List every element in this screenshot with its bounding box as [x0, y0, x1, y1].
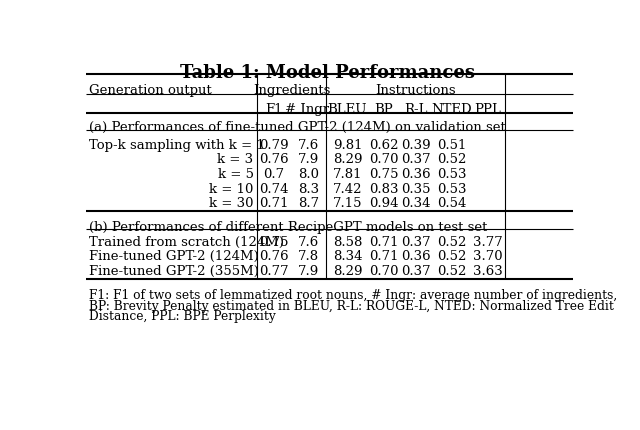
Text: 7.42: 7.42 — [333, 182, 362, 195]
Text: 0.76: 0.76 — [259, 153, 289, 166]
Text: 8.58: 8.58 — [333, 235, 362, 248]
Text: F1: F1 — [265, 103, 282, 116]
Text: 7.9: 7.9 — [298, 264, 319, 277]
Text: Distance, PPL: BPE Perplexity: Distance, PPL: BPE Perplexity — [90, 310, 276, 322]
Text: 7.6: 7.6 — [298, 235, 319, 248]
Text: k = 5: k = 5 — [218, 168, 253, 181]
Text: Fine-tuned GPT-2 (355M): Fine-tuned GPT-2 (355M) — [90, 264, 259, 277]
Text: 3.77: 3.77 — [473, 235, 502, 248]
Text: 8.29: 8.29 — [333, 153, 362, 166]
Text: 0.74: 0.74 — [259, 182, 289, 195]
Text: 0.77: 0.77 — [259, 264, 289, 277]
Text: 9.81: 9.81 — [333, 138, 362, 151]
Text: (b) Performances of different RecipeGPT models on test set: (b) Performances of different RecipeGPT … — [90, 221, 488, 233]
Text: 0.54: 0.54 — [437, 197, 467, 210]
Text: 0.53: 0.53 — [437, 168, 467, 181]
Text: 0.36: 0.36 — [401, 168, 431, 181]
Text: Generation output: Generation output — [90, 84, 212, 97]
Text: 8.7: 8.7 — [298, 197, 319, 210]
Text: 7.8: 7.8 — [298, 250, 319, 263]
Text: 0.94: 0.94 — [369, 197, 399, 210]
Text: 0.62: 0.62 — [369, 138, 399, 151]
Text: 8.34: 8.34 — [333, 250, 362, 263]
Text: 0.37: 0.37 — [401, 153, 431, 166]
Text: BLEU: BLEU — [328, 103, 367, 116]
Text: BP: Brevity Penalty estimated in BLEU, R-L: ROUGE-L, NTED: Normalized Tree Edit: BP: Brevity Penalty estimated in BLEU, R… — [90, 299, 614, 312]
Text: 0.70: 0.70 — [369, 264, 399, 277]
Text: 0.35: 0.35 — [401, 182, 431, 195]
Text: Trained from scratch (124M): Trained from scratch (124M) — [90, 235, 284, 248]
Text: BP: BP — [374, 103, 393, 116]
Text: 0.79: 0.79 — [259, 138, 289, 151]
Text: 7.9: 7.9 — [298, 153, 319, 166]
Text: 0.34: 0.34 — [401, 197, 431, 210]
Text: 0.51: 0.51 — [437, 138, 467, 151]
Text: 0.71: 0.71 — [259, 197, 289, 210]
Text: k = 3: k = 3 — [218, 153, 253, 166]
Text: 0.71: 0.71 — [369, 250, 399, 263]
Text: k = 30: k = 30 — [209, 197, 253, 210]
Text: # Ingr.: # Ingr. — [285, 103, 332, 116]
Text: 7.15: 7.15 — [333, 197, 362, 210]
Text: PPL: PPL — [474, 103, 501, 116]
Text: 0.52: 0.52 — [437, 153, 467, 166]
Text: 8.3: 8.3 — [298, 182, 319, 195]
Text: 7.6: 7.6 — [298, 138, 319, 151]
Text: 0.7: 0.7 — [263, 168, 284, 181]
Text: 0.39: 0.39 — [401, 138, 431, 151]
Text: 0.52: 0.52 — [437, 235, 467, 248]
Text: F1: F1 of two sets of lemmatized root nouns, # Ingr: average number of ingredien: F1: F1 of two sets of lemmatized root no… — [90, 288, 618, 301]
Text: (a) Performances of fine-tuned GPT-2 (124M) on validation set: (a) Performances of fine-tuned GPT-2 (12… — [90, 121, 506, 134]
Text: 3.70: 3.70 — [473, 250, 502, 263]
Text: R-L: R-L — [404, 103, 428, 116]
Text: 0.83: 0.83 — [369, 182, 399, 195]
Text: Ingredients: Ingredients — [253, 84, 330, 97]
Text: 0.76: 0.76 — [259, 250, 289, 263]
Text: 7.81: 7.81 — [333, 168, 362, 181]
Text: NTED: NTED — [431, 103, 472, 116]
Text: 0.75: 0.75 — [259, 235, 289, 248]
Text: Instructions: Instructions — [375, 84, 456, 97]
Text: Fine-tuned GPT-2 (124M): Fine-tuned GPT-2 (124M) — [90, 250, 259, 263]
Text: Top-k sampling with k = 1: Top-k sampling with k = 1 — [90, 138, 265, 151]
Text: 0.70: 0.70 — [369, 153, 399, 166]
Text: 3.63: 3.63 — [473, 264, 502, 277]
Text: 0.36: 0.36 — [401, 250, 431, 263]
Text: 0.71: 0.71 — [369, 235, 399, 248]
Text: 0.37: 0.37 — [401, 235, 431, 248]
Text: 8.0: 8.0 — [298, 168, 319, 181]
Text: 0.75: 0.75 — [369, 168, 399, 181]
Text: 0.52: 0.52 — [437, 264, 467, 277]
Text: 0.37: 0.37 — [401, 264, 431, 277]
Text: 8.29: 8.29 — [333, 264, 362, 277]
Text: Table 1: Model Performances: Table 1: Model Performances — [180, 64, 476, 82]
Text: 0.52: 0.52 — [437, 250, 467, 263]
Text: k = 10: k = 10 — [209, 182, 253, 195]
Text: 0.53: 0.53 — [437, 182, 467, 195]
